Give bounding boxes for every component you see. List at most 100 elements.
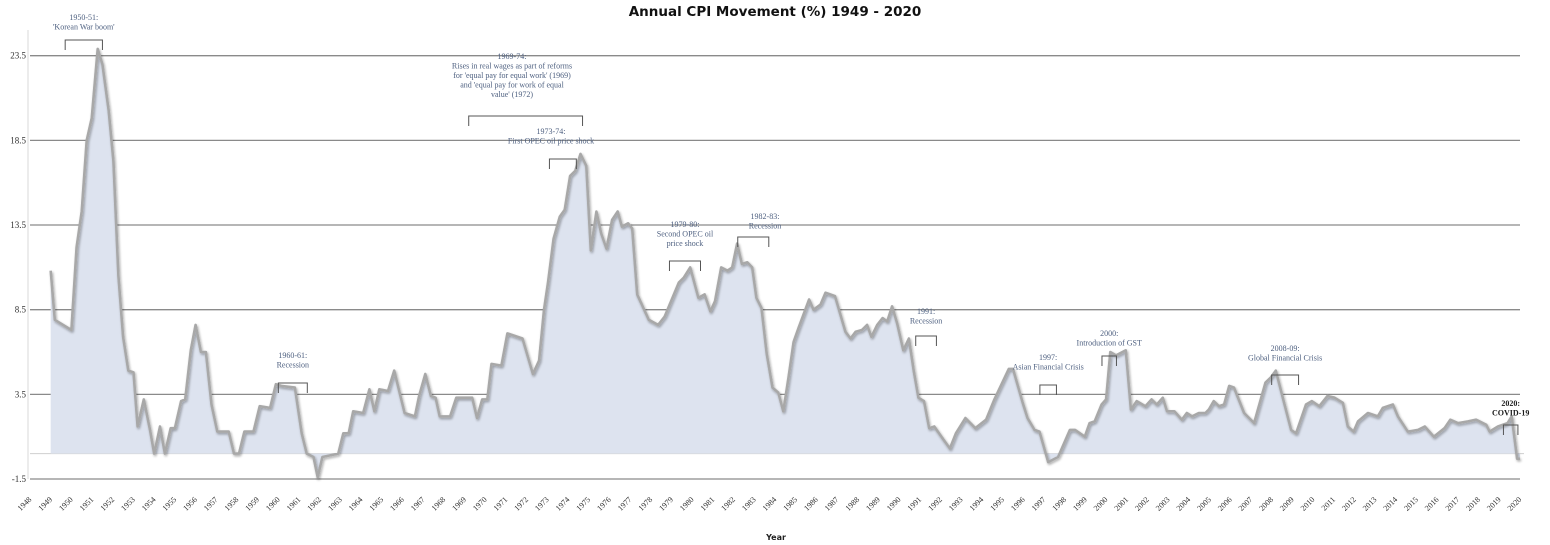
x-axis-label: Year [765,533,786,542]
x-tick-label: 1972 [512,495,530,513]
annotation-bracket [668,260,701,271]
x-tick-label: 1992 [926,495,944,513]
annotation-bracket [468,115,584,126]
annotations: 1950-51:'Korean War boom' 1960-61:Recessi… [53,13,1529,435]
x-tick-label: 2014 [1382,495,1400,513]
annotation-text: Second OPEC oil [657,230,714,239]
x-tick-label: 1970 [471,495,489,513]
x-tick-label: 2009 [1278,495,1296,513]
x-tick-label: 1987 [823,495,841,513]
annotation-text: Introduction of GST [1077,339,1142,348]
x-tick-label: 1974 [554,495,572,513]
annotation-text: Rises in real wages as part of reforms [452,62,572,71]
x-tick-label: 2012 [1340,495,1358,513]
annotation-text: Global Financial Crisis [1248,354,1322,363]
x-tick-label: 2020 [1506,495,1524,513]
x-tick-label: 1988 [844,495,862,513]
x-tick-label: 1973 [533,495,551,513]
x-tick-label: 2002 [1133,495,1151,513]
x-tick-label: 1971 [492,495,510,513]
annotation-text: for 'equal pay for equal work' (1969) [453,71,571,80]
x-tick-label: 2003 [1154,495,1172,513]
x-tick-label: 1956 [181,495,199,513]
x-tick-label: 1975 [574,495,592,513]
x-tick-label: 1959 [243,495,261,513]
x-tick-label: 1976 [595,495,613,513]
x-tick-label: 1982 [719,495,737,513]
x-tick-label: 1963 [326,495,344,513]
annotation-text: price shock [667,239,704,248]
annotation-text: 1979-80: [671,220,700,229]
x-tick-label: 1997 [1030,495,1048,513]
annotation-bracket [277,382,308,393]
annotation-text: 2008-09: [1271,344,1300,353]
annotation-text: 1982-83: [751,212,780,221]
x-tick-label: 1984 [761,495,779,513]
annotation-opec-1: 1973-74:First OPEC oil price shock [508,127,594,169]
y-tick-label: 3.5 [15,389,27,399]
x-tick-label: 1960 [264,495,282,513]
x-tick-label: 1957 [202,495,220,513]
annotation-text: Asian Financial Crisis [1013,363,1084,372]
annotation-recession-1991: 1991:Recession [910,307,942,346]
y-tick-label: 13.5 [10,220,26,230]
x-tick-label: 1967 [409,495,427,513]
x-tick-label: 1958 [223,495,241,513]
annotation-text: and 'equal pay for work of equal [460,81,564,90]
annotation-bracket [737,236,770,247]
annotation-text: 1969-74: [498,52,527,61]
annotation-bracket [1502,424,1519,435]
x-tick-label: 1980 [678,495,696,513]
x-tick-label: 1949 [36,495,54,513]
x-tick-label: 2019 [1485,495,1503,513]
x-tick-label: 2011 [1320,495,1337,512]
y-tick-label: -1.5 [12,474,27,484]
x-tick-label: 1989 [864,495,882,513]
annotation-korean-war: 1950-51:'Korean War boom' [53,13,115,50]
y-tick-label: 8.5 [15,305,27,315]
x-tick-label: 1999 [1071,495,1089,513]
annotation-text: Recession [749,222,781,231]
x-tick-label: 1995 [988,495,1006,513]
x-tick-label: 1955 [161,495,179,513]
annotation-bracket [64,39,103,50]
annotation-text: Recession [910,317,942,326]
annotation-bracket [548,158,577,169]
x-tick-label: 2010 [1299,495,1317,513]
x-tick-label: 1979 [657,495,675,513]
x-tick-label: 1978 [637,495,655,513]
annotation-asian-crisis: 1997:Asian Financial Crisis [1013,353,1084,395]
annotation-recession-1982: 1982-83:Recession [737,212,781,247]
x-tick-label: 2005 [1195,495,1213,513]
x-axis-ticks: 1948 1949 1950 1951 1952 1953 1954 1955 1956 1957… [16,495,1524,513]
x-tick-label: 2013 [1361,495,1379,513]
x-tick-label: 1986 [802,495,820,513]
x-tick-label: 1983 [740,495,758,513]
annotation-text: 'Korean War boom' [53,23,115,32]
x-tick-label: 1994 [968,495,986,513]
x-tick-label: 1991 [906,495,924,513]
series-line [49,47,1520,479]
x-tick-label: 1968 [430,495,448,513]
annotation-gfc: 2008-09:Global Financial Crisis [1248,344,1322,385]
annotation-bracket [915,335,937,346]
annotation-bracket [1039,384,1057,395]
x-tick-label: 2008 [1257,495,1275,513]
x-tick-label: 1965 [368,495,386,513]
x-tick-label: 1950 [57,495,75,513]
annotation-bracket [1271,374,1300,385]
x-tick-label: 2006 [1216,495,1234,513]
annotation-text: 1991: [917,307,935,316]
annotation-gst: 2000:Introduction of GST [1077,329,1142,366]
annotation-recession-1960: 1960-61:Recession [277,351,309,393]
y-tick-label: 18.5 [10,135,26,145]
annotation-text: COVID-19 [1492,409,1529,418]
x-tick-label: 1952 [99,495,117,513]
x-tick-label: 1985 [781,495,799,513]
x-tick-label: 1966 [388,495,406,513]
x-tick-label: 2016 [1423,495,1441,513]
annotation-covid: 2020:COVID-19 [1492,399,1529,435]
x-tick-label: 1962 [305,495,323,513]
annotation-text: 1997: [1039,353,1057,362]
x-tick-label: 1981 [699,495,717,513]
